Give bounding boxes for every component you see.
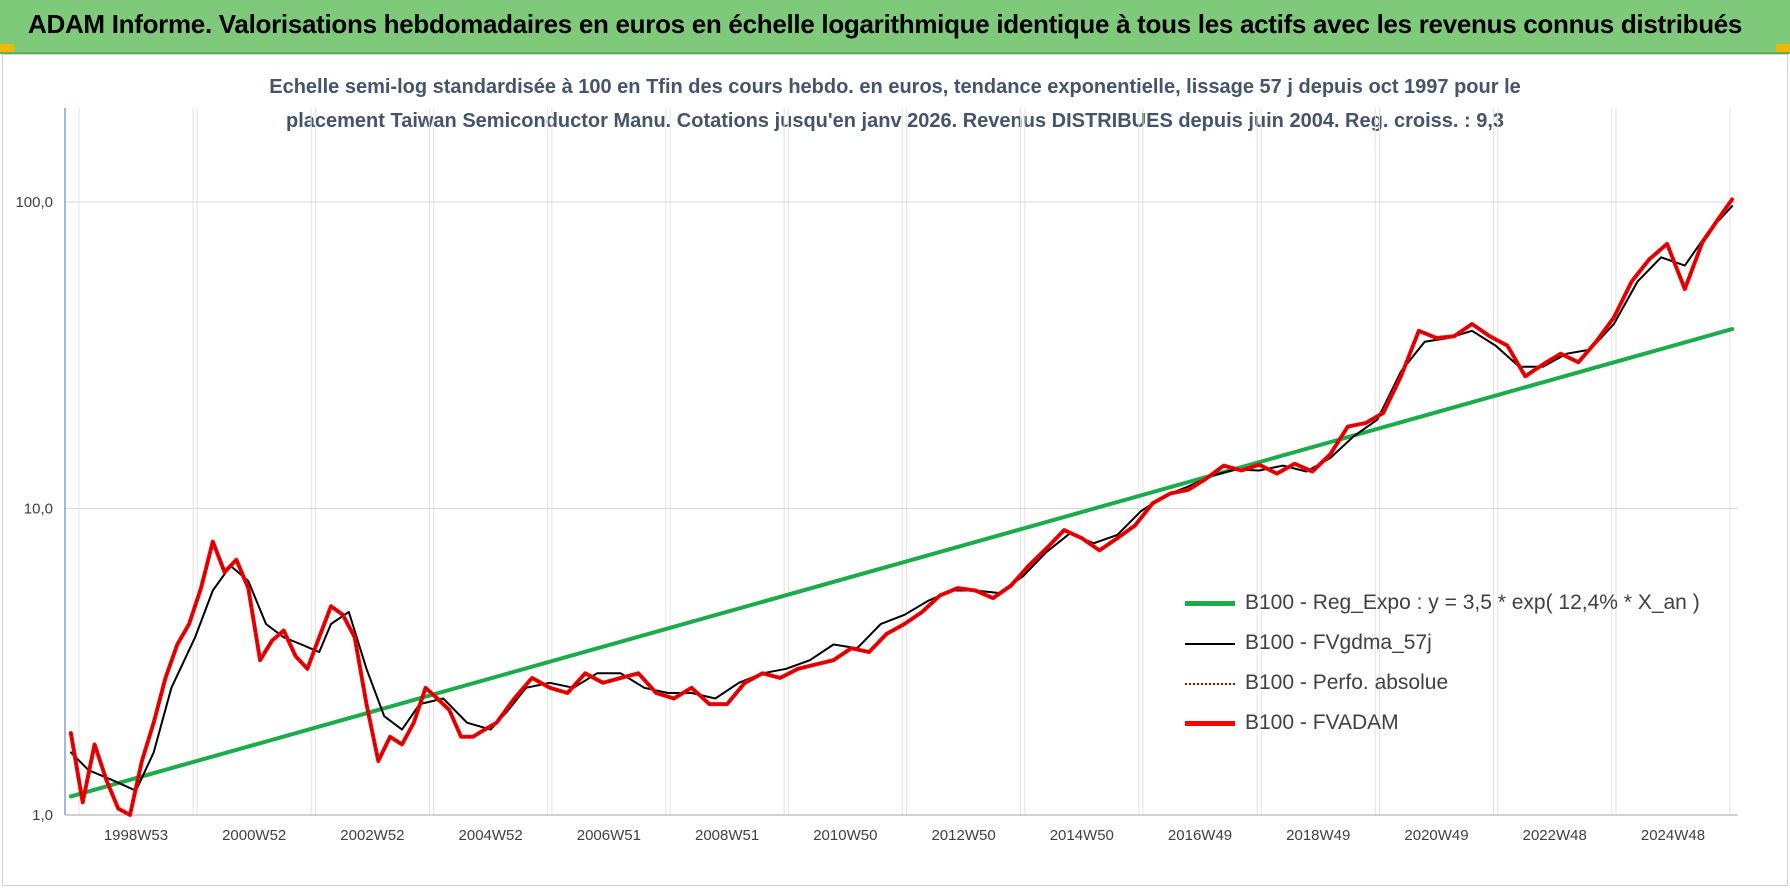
x-tick-label: 2006W51 [577, 827, 641, 844]
legend-label: B100 - FVADAM [1245, 711, 1399, 734]
series-line-2 [69, 198, 1734, 816]
corner-marker [1776, 44, 1790, 52]
legend-swatch [1185, 721, 1235, 726]
header-banner: ADAM Informe. Valorisations hebdomadaire… [0, 0, 1790, 54]
series-line-1 [69, 205, 1734, 792]
series-line-3 [68, 197, 1735, 817]
chart-subtitle-line2: placement Taiwan Semiconductor Manu. Cot… [285, 110, 1505, 132]
page-title: ADAM Informe. Valorisations hebdomadaire… [28, 9, 1743, 39]
x-tick-label: 2024W48 [1641, 827, 1705, 844]
y-tick-label: 1,0 [32, 807, 53, 824]
x-tick-label: 2002W52 [340, 827, 404, 844]
legend-label: B100 - FVgdma_57j [1245, 631, 1432, 654]
x-tick-label: 2012W50 [931, 827, 995, 844]
series-lines [68, 197, 1735, 817]
x-tick-label: 2016W49 [1168, 827, 1232, 844]
legend-swatch [1185, 683, 1235, 685]
x-tick-label: 2018W49 [1286, 827, 1350, 844]
x-tick-label: 2014W50 [1050, 827, 1114, 844]
chart-subtitle: Echelle semi-log standardisée à 100 en T… [160, 70, 1630, 138]
x-tick-label: 1998W53 [104, 827, 168, 844]
x-tick-label: 2008W51 [695, 827, 759, 844]
y-tick-label: 10,0 [24, 501, 53, 518]
y-tick-label: 100,0 [15, 194, 53, 211]
grid [65, 108, 1738, 816]
legend-label: B100 - Reg_Expo : y = 3,5 * exp( 12,4% *… [1245, 591, 1700, 614]
x-tick-label: 2022W48 [1523, 827, 1587, 844]
x-tick-label: 2020W49 [1404, 827, 1468, 844]
legend-label: B100 - Perfo. absolue [1245, 671, 1449, 694]
x-tick-label: 2004W52 [459, 827, 523, 844]
chart-subtitle-line1: Echelle semi-log standardisée à 100 en T… [269, 76, 1521, 98]
legend-swatch [1185, 601, 1235, 606]
x-tick-label: 2000W52 [222, 827, 286, 844]
plot-area-border [2, 54, 1788, 886]
axes: 1,0 10,0 100,0 1998W53 2000W52 2002W52 2004W52… [15, 108, 1738, 844]
series-line-0 [68, 327, 1735, 799]
legend-swatch [1185, 643, 1235, 645]
corner-marker [0, 44, 14, 52]
x-tick-label: 2010W50 [813, 827, 877, 844]
